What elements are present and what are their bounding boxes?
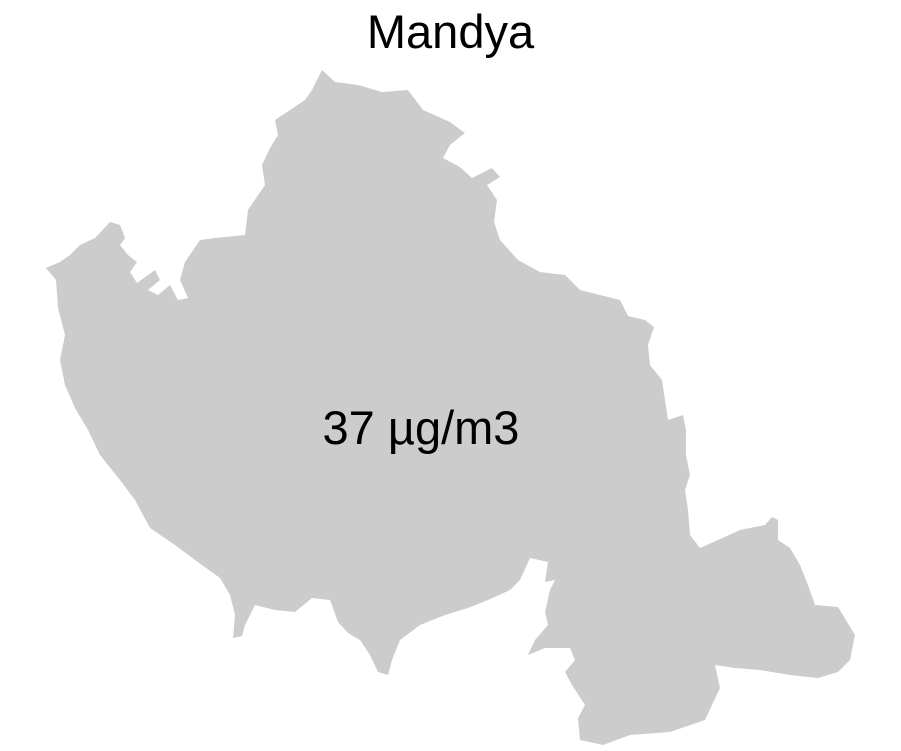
map-title: Mandya xyxy=(366,5,535,58)
mandya-district-shape xyxy=(46,70,855,745)
pollution-value-label: 37 µg/m3 xyxy=(322,401,520,454)
